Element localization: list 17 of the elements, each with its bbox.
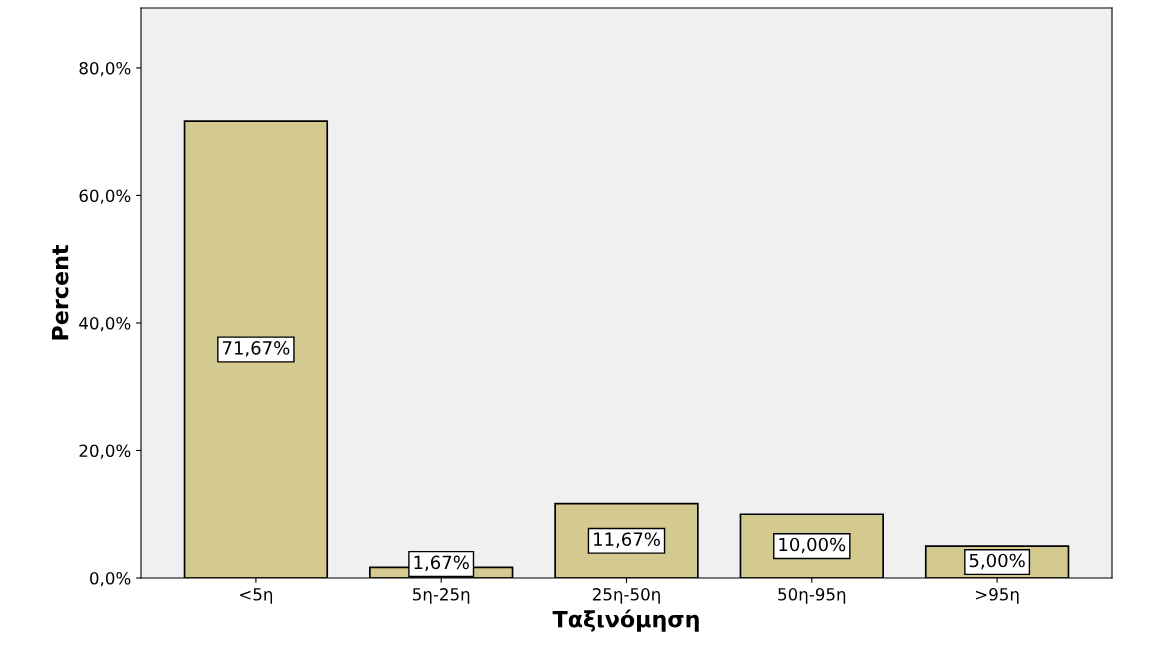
y-tick-label: 0,0% [90, 571, 131, 587]
data-label: 10,00% [779, 537, 846, 554]
x-tick-label: >95η [976, 588, 1019, 604]
x-tick-label: 5η-25η [413, 588, 470, 604]
x-tick-label: 50η-95η [778, 588, 846, 604]
y-tick-label: 20,0% [79, 444, 131, 459]
data-label: 5,00% [969, 553, 1025, 570]
y-tick-label: 80,0% [79, 61, 131, 77]
y-tick-label: 40,0% [79, 316, 131, 332]
y-axis-title: Percent [51, 245, 69, 340]
x-axis-title: Ταξινόμηση [552, 609, 699, 632]
data-label: 71,67% [222, 341, 290, 357]
data-label: 1,67% [414, 555, 469, 572]
x-tick-label: 25η-50η [592, 588, 660, 604]
data-label: 11,67% [594, 532, 660, 548]
x-tick-label: <5η [240, 588, 273, 604]
y-tick-label: 60,0% [79, 189, 131, 204]
